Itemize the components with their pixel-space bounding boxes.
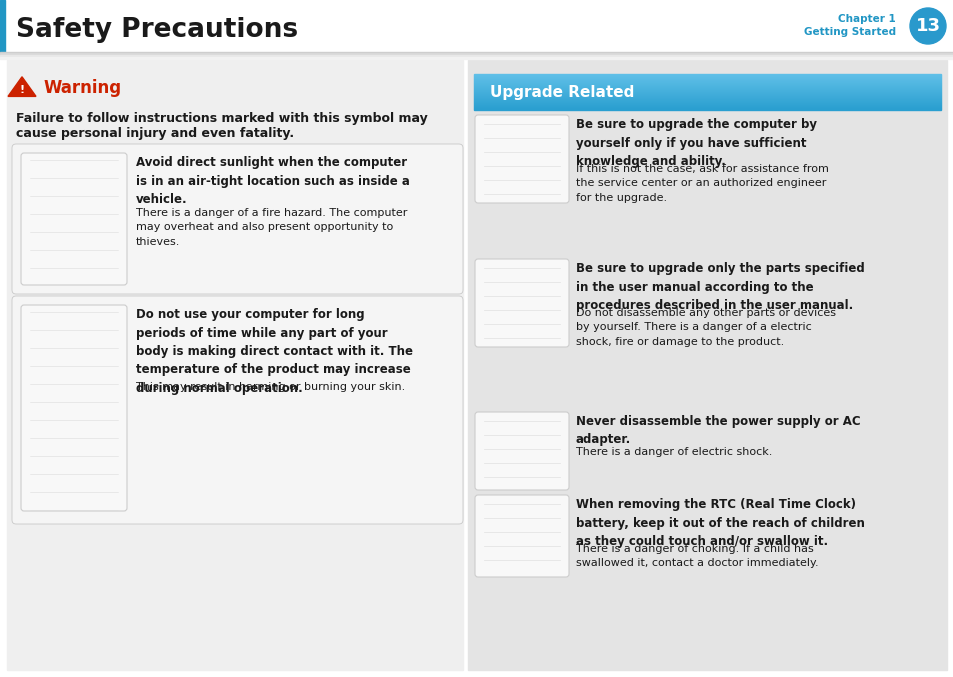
Text: Be sure to upgrade only the parts specified
in the user manual according to the
: Be sure to upgrade only the parts specif… — [576, 262, 863, 312]
Text: When removing the RTC (Real Time Clock)
battery, keep it out of the reach of chi: When removing the RTC (Real Time Clock) … — [576, 498, 864, 548]
Text: !: ! — [19, 85, 25, 95]
Bar — [474, 76, 940, 77]
Bar — [474, 79, 940, 80]
Bar — [474, 85, 940, 86]
Bar — [474, 75, 940, 76]
Bar — [0, 0, 953, 52]
Bar — [474, 81, 940, 82]
Text: Failure to follow instructions marked with this symbol may: Failure to follow instructions marked wi… — [16, 112, 427, 125]
Text: There is a danger of a fire hazard. The computer
may overheat and also present o: There is a danger of a fire hazard. The … — [136, 208, 407, 247]
Bar — [474, 104, 940, 105]
Bar — [474, 103, 940, 104]
Text: There is a danger of electric shock.: There is a danger of electric shock. — [576, 447, 772, 457]
Text: Getting Started: Getting Started — [803, 27, 895, 37]
Text: 13: 13 — [915, 17, 940, 35]
Bar — [474, 97, 940, 98]
Bar — [474, 87, 940, 88]
Circle shape — [909, 8, 945, 44]
FancyBboxPatch shape — [475, 115, 568, 203]
Bar — [474, 95, 940, 96]
Text: Avoid direct sunlight when the computer
is in an air-tight location such as insi: Avoid direct sunlight when the computer … — [136, 156, 410, 206]
Bar — [0, 57, 953, 58]
Text: If this is not the case, ask for assistance from
the service center or an author: If this is not the case, ask for assista… — [576, 164, 828, 203]
Text: Be sure to upgrade the computer by
yourself only if you have sufficient
knowledg: Be sure to upgrade the computer by yours… — [576, 118, 816, 168]
Bar — [474, 86, 940, 87]
Bar — [0, 55, 953, 56]
Bar — [474, 89, 940, 90]
Bar — [474, 91, 940, 92]
Bar — [474, 80, 940, 81]
Text: cause personal injury and even fatality.: cause personal injury and even fatality. — [16, 127, 294, 140]
Bar — [474, 108, 940, 109]
Bar — [474, 99, 940, 100]
Bar — [474, 96, 940, 97]
Bar — [474, 102, 940, 103]
Text: Do not disassemble any other parts or devices
by yourself. There is a danger of : Do not disassemble any other parts or de… — [576, 308, 835, 347]
Bar — [474, 101, 940, 102]
Bar — [474, 84, 940, 85]
Bar — [474, 92, 940, 93]
Bar — [474, 77, 940, 78]
Bar — [474, 109, 940, 110]
Bar — [474, 78, 940, 79]
Bar — [474, 98, 940, 99]
Bar — [474, 83, 940, 84]
Bar — [474, 105, 940, 106]
Text: Safety Precautions: Safety Precautions — [16, 17, 297, 43]
Text: Chapter 1: Chapter 1 — [838, 14, 895, 24]
Bar — [0, 0, 5, 52]
FancyBboxPatch shape — [475, 495, 568, 577]
Bar — [474, 82, 940, 83]
Text: Upgrade Related: Upgrade Related — [490, 85, 634, 100]
Text: Warning: Warning — [44, 79, 122, 97]
Text: There is a danger of choking. If a child has
swallowed it, contact a doctor imme: There is a danger of choking. If a child… — [576, 544, 818, 569]
FancyBboxPatch shape — [475, 259, 568, 347]
FancyBboxPatch shape — [12, 296, 462, 524]
Bar — [474, 107, 940, 108]
Text: Never disassemble the power supply or AC
adapter.: Never disassemble the power supply or AC… — [576, 415, 860, 447]
Bar — [474, 88, 940, 89]
Bar — [474, 74, 940, 75]
Text: This may result in harming or burning your skin.: This may result in harming or burning yo… — [136, 382, 405, 392]
FancyBboxPatch shape — [475, 412, 568, 490]
Bar — [474, 106, 940, 107]
Bar — [474, 90, 940, 91]
Bar — [474, 94, 940, 95]
Bar — [0, 52, 953, 53]
Bar — [474, 100, 940, 101]
Text: Do not use your computer for long
periods of time while any part of your
body is: Do not use your computer for long period… — [136, 308, 413, 395]
Bar — [0, 53, 953, 55]
FancyBboxPatch shape — [21, 305, 127, 511]
FancyBboxPatch shape — [12, 144, 462, 294]
Bar — [468, 60, 946, 670]
Bar — [7, 60, 462, 670]
FancyBboxPatch shape — [21, 153, 127, 285]
Polygon shape — [8, 77, 36, 96]
Bar — [474, 93, 940, 94]
